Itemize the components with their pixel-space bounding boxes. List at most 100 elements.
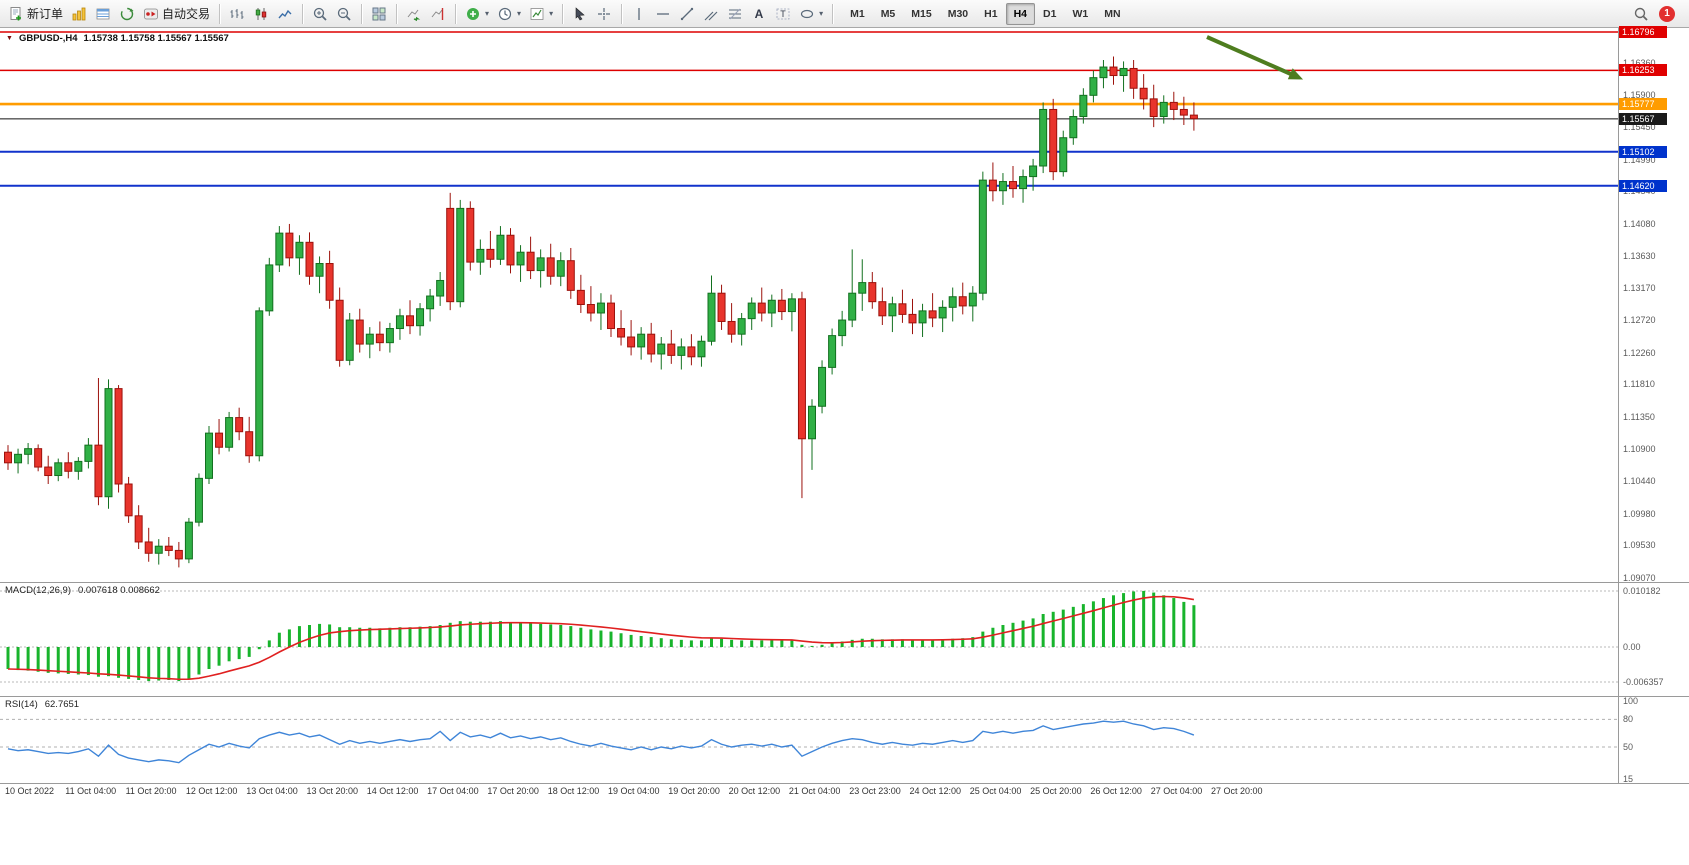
- line-chart-icon: [277, 6, 293, 22]
- macd-panel-canvas[interactable]: [0, 583, 1618, 695]
- time-label: 17 Oct 20:00: [487, 786, 539, 796]
- chart-shift-button[interactable]: [426, 4, 450, 24]
- time-label: 13 Oct 04:00: [246, 786, 298, 796]
- price-badge: 1.15102: [1619, 145, 1667, 158]
- symbol-period: GBPUSD-,H4: [18, 33, 78, 44]
- candlestick-chart-button[interactable]: [249, 4, 273, 24]
- toolbar-right: 1: [1633, 5, 1685, 22]
- toolbar-separator: [361, 3, 363, 24]
- market-watch-button[interactable]: [67, 4, 91, 24]
- tile-windows-button[interactable]: [367, 4, 391, 24]
- time-label: 18 Oct 12:00: [547, 786, 600, 796]
- chevron-down-icon[interactable]: ▾: [549, 9, 554, 18]
- toolbar-separator: [455, 3, 457, 24]
- vertical-line-tool-button[interactable]: [627, 4, 651, 24]
- rsi-axis-label: 80: [1623, 714, 1634, 725]
- chart-menu-icon[interactable]: ▼: [6, 35, 13, 42]
- new-order-label: 新订单: [27, 7, 64, 21]
- time-label: 12 Oct 12:00: [185, 786, 238, 796]
- fibonacci-tool-button[interactable]: [723, 4, 747, 24]
- macd-values: 0.007618 0.008662: [78, 585, 160, 596]
- price-tick: 1.13630: [1623, 250, 1656, 261]
- timeframe-H1[interactable]: H1: [984, 7, 998, 20]
- chevron-down-icon[interactable]: ▾: [517, 9, 522, 18]
- price-tick: 1.10440: [1623, 476, 1656, 487]
- notification-badge[interactable]: 1: [1659, 5, 1675, 22]
- crosshair-icon: [596, 6, 612, 22]
- rsi-name: RSI(14): [5, 699, 38, 710]
- template-chart-icon: [529, 6, 545, 22]
- new-order-icon: [8, 6, 24, 22]
- add-indicator-icon: [465, 6, 481, 22]
- time-label: 17 Oct 04:00: [427, 786, 479, 796]
- main-chart-canvas[interactable]: [0, 28, 1618, 582]
- auto-scroll-button[interactable]: [402, 4, 426, 24]
- symbol-ohlc-label: ▼ GBPUSD-,H4 1.15738 1.15758 1.15567 1.1…: [6, 33, 229, 44]
- toolbar-separator: [302, 3, 304, 24]
- new-order-button[interactable]: 新订单: [4, 3, 67, 24]
- price-tick: 1.14990: [1623, 154, 1656, 165]
- zoom-in-icon: [312, 6, 328, 22]
- zoom-out-icon: [336, 6, 352, 22]
- candlestick-chart-icon: [253, 6, 269, 22]
- ohlc-values: 1.15738 1.15758 1.15567 1.15567: [83, 33, 229, 44]
- horizontal-line-tool-button[interactable]: [651, 4, 675, 24]
- price-tick: 1.12260: [1623, 347, 1656, 358]
- time-label: 11 Oct 04:00: [65, 786, 117, 796]
- autotrading-button[interactable]: 自动交易: [139, 3, 214, 24]
- panel-separator[interactable]: [0, 696, 1689, 697]
- price-tick: 1.15900: [1623, 90, 1656, 101]
- price-tick: 1.15450: [1623, 122, 1656, 133]
- tile-windows-icon: [371, 6, 387, 22]
- market-watch-icon: [71, 6, 87, 22]
- timeframe-H4[interactable]: H4: [1005, 2, 1036, 25]
- time-label: 21 Oct 04:00: [788, 786, 841, 796]
- price-tick: 1.12720: [1623, 315, 1656, 326]
- timeframe-M15[interactable]: M15: [911, 7, 932, 20]
- price-tick: 1.11350: [1623, 411, 1655, 422]
- label-tool-button[interactable]: T: [771, 4, 795, 24]
- crosshair-tool-button[interactable]: [592, 4, 616, 24]
- periods-button[interactable]: ▾: [493, 4, 525, 24]
- chevron-down-icon[interactable]: ▾: [485, 9, 490, 18]
- line-chart-button[interactable]: [273, 4, 297, 24]
- svg-text:T: T: [780, 9, 786, 19]
- zoom-out-button[interactable]: [332, 4, 356, 24]
- trendline-tool-button[interactable]: [675, 4, 699, 24]
- zoom-in-button[interactable]: [308, 4, 332, 24]
- data-window-button[interactable]: [91, 4, 115, 24]
- time-label: 19 Oct 04:00: [608, 786, 660, 796]
- timeframe-M5[interactable]: M5: [880, 7, 896, 20]
- templates-button[interactable]: ▾: [525, 4, 557, 24]
- timeframe-D1[interactable]: D1: [1043, 7, 1057, 20]
- panel-separator[interactable]: [0, 582, 1689, 583]
- label-icon: T: [775, 6, 791, 22]
- timeframe-MN[interactable]: MN: [1104, 7, 1121, 20]
- timeframe-W1[interactable]: W1: [1072, 7, 1089, 20]
- text-tool-button[interactable]: A: [747, 4, 771, 24]
- clock-icon: [497, 6, 513, 22]
- navigator-button[interactable]: [115, 4, 139, 24]
- rsi-axis-label: 50: [1623, 742, 1634, 752]
- toolbar: 新订单 自动交易: [0, 0, 1689, 28]
- search-icon[interactable]: [1633, 6, 1649, 22]
- channel-icon: [703, 6, 719, 22]
- shapes-tool-button[interactable]: ▾: [795, 4, 827, 24]
- timeframe-group: M1 M5 M15 M30 H1 H4 D1 W1 MN: [842, 2, 1128, 25]
- timeframe-M30[interactable]: M30: [947, 7, 969, 20]
- time-label: 10 Oct 2022: [5, 786, 55, 796]
- time-label: 24 Oct 12:00: [909, 786, 962, 796]
- vertical-line-icon: [631, 6, 647, 22]
- channel-tool-button[interactable]: [699, 4, 723, 24]
- autotrading-icon: [143, 6, 159, 22]
- bar-chart-button[interactable]: [225, 4, 249, 24]
- chevron-down-icon[interactable]: ▾: [819, 9, 824, 18]
- time-label: 25 Oct 04:00: [969, 786, 1022, 796]
- shapes-icon: [799, 6, 815, 22]
- indicators-button[interactable]: ▾: [461, 4, 493, 24]
- cursor-tool-button[interactable]: [568, 4, 592, 24]
- fibonacci-icon: [727, 6, 743, 22]
- timeframe-M1[interactable]: M1: [850, 7, 865, 20]
- rsi-panel-canvas[interactable]: [0, 697, 1618, 782]
- navigator-icon: [119, 6, 135, 22]
